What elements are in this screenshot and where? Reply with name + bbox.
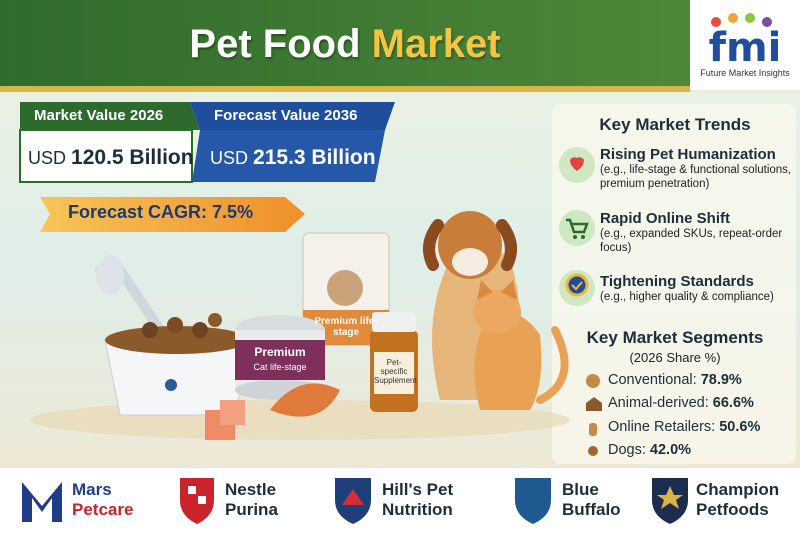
cagr-value: 7.5%: [212, 202, 254, 222]
segment-label: Dogs:: [608, 442, 646, 458]
brand-line: Petfoods: [696, 500, 769, 519]
trend: Tightening Standards (e.g., higher qualit…: [600, 273, 795, 304]
trend-title: Rising Pet Humanization: [600, 146, 776, 163]
brand: Mars Petcare: [72, 480, 133, 520]
brand: Nestle Purina: [225, 480, 278, 520]
brand-line: Hill's Pet: [382, 480, 454, 499]
segment-value: 78.9%: [700, 372, 742, 388]
bottle-label: Pet-specific Supplement: [374, 358, 417, 385]
trend-title: Rapid Online Shift: [600, 210, 730, 227]
market-value-label: Market Value 2026: [34, 107, 164, 124]
forecast-value-label: Forecast Value 2036: [214, 107, 358, 124]
segments-title: Key Market Segments: [586, 328, 764, 347]
segment-value: 66.6%: [712, 395, 754, 411]
market-value: USD 120.5 Billion: [28, 146, 194, 170]
pouch-label: Premium life-stage: [314, 316, 378, 338]
brand-line: Buffalo: [562, 500, 621, 519]
trend-detail: (e.g., higher quality & compliance): [600, 291, 774, 303]
segment-value: 50.6%: [719, 419, 761, 435]
segment-value: 42.0%: [649, 442, 692, 458]
brand-line: Mars: [72, 480, 112, 499]
logo: fmi Future Market Insights: [690, 18, 800, 78]
trends-title: Key Market Trends: [599, 115, 751, 134]
brand: Blue Buffalo: [562, 480, 621, 520]
amount: 120.5 Billion: [71, 146, 194, 169]
currency: USD: [210, 148, 249, 168]
brand-line: Nutrition: [382, 500, 453, 519]
segment: Animal-derived: 66.6%: [608, 395, 754, 411]
title-part: Pet Food: [189, 22, 361, 66]
title-highlight: Market: [371, 22, 501, 66]
brand-line: Champion: [696, 480, 780, 499]
segment: Online Retailers: 50.6%: [608, 419, 760, 435]
brand: Champion Petfoods: [696, 480, 779, 520]
trend: Rising Pet Humanization (e.g., life-stage…: [600, 146, 795, 191]
logo-mark: fmi: [708, 25, 782, 71]
trend-detail: (e.g., expanded SKUs, repeat-order focus…: [600, 228, 783, 254]
segment: Conventional: 78.9%: [608, 372, 742, 388]
can-title: Premium: [254, 345, 306, 359]
currency: USD: [28, 148, 67, 168]
segments-subtitle: (2026 Share %): [629, 350, 721, 365]
can-subtitle: Cat life-stage: [253, 362, 307, 372]
amount: 215.3 Billion: [253, 146, 376, 169]
segment: Dogs: 42.0%: [608, 442, 691, 458]
trend-title: Tightening Standards: [600, 273, 754, 290]
segment-label: Online Retailers:: [608, 419, 716, 435]
brand-line: Petcare: [72, 500, 134, 519]
logo-tagline: Future Market Insights: [700, 68, 790, 78]
segment-label: Animal-derived:: [608, 395, 709, 411]
brand: Hill's Pet Nutrition: [382, 480, 453, 520]
brand-line: Nestle: [225, 480, 277, 499]
forecast-value: USD 215.3 Billion: [210, 146, 376, 170]
trend: Rapid Online Shift (e.g., expanded SKUs, …: [600, 210, 795, 255]
segment-label: Conventional:: [608, 372, 697, 388]
cagr-label: Forecast CAGR:: [68, 202, 208, 222]
brand-line: Blue: [562, 480, 599, 499]
title: Pet Food Market: [0, 22, 690, 67]
trend-detail: (e.g., life-stage & functional solutions…: [600, 164, 792, 190]
brand-line: Purina: [225, 500, 278, 519]
cagr: Forecast CAGR: 7.5%: [68, 202, 253, 223]
